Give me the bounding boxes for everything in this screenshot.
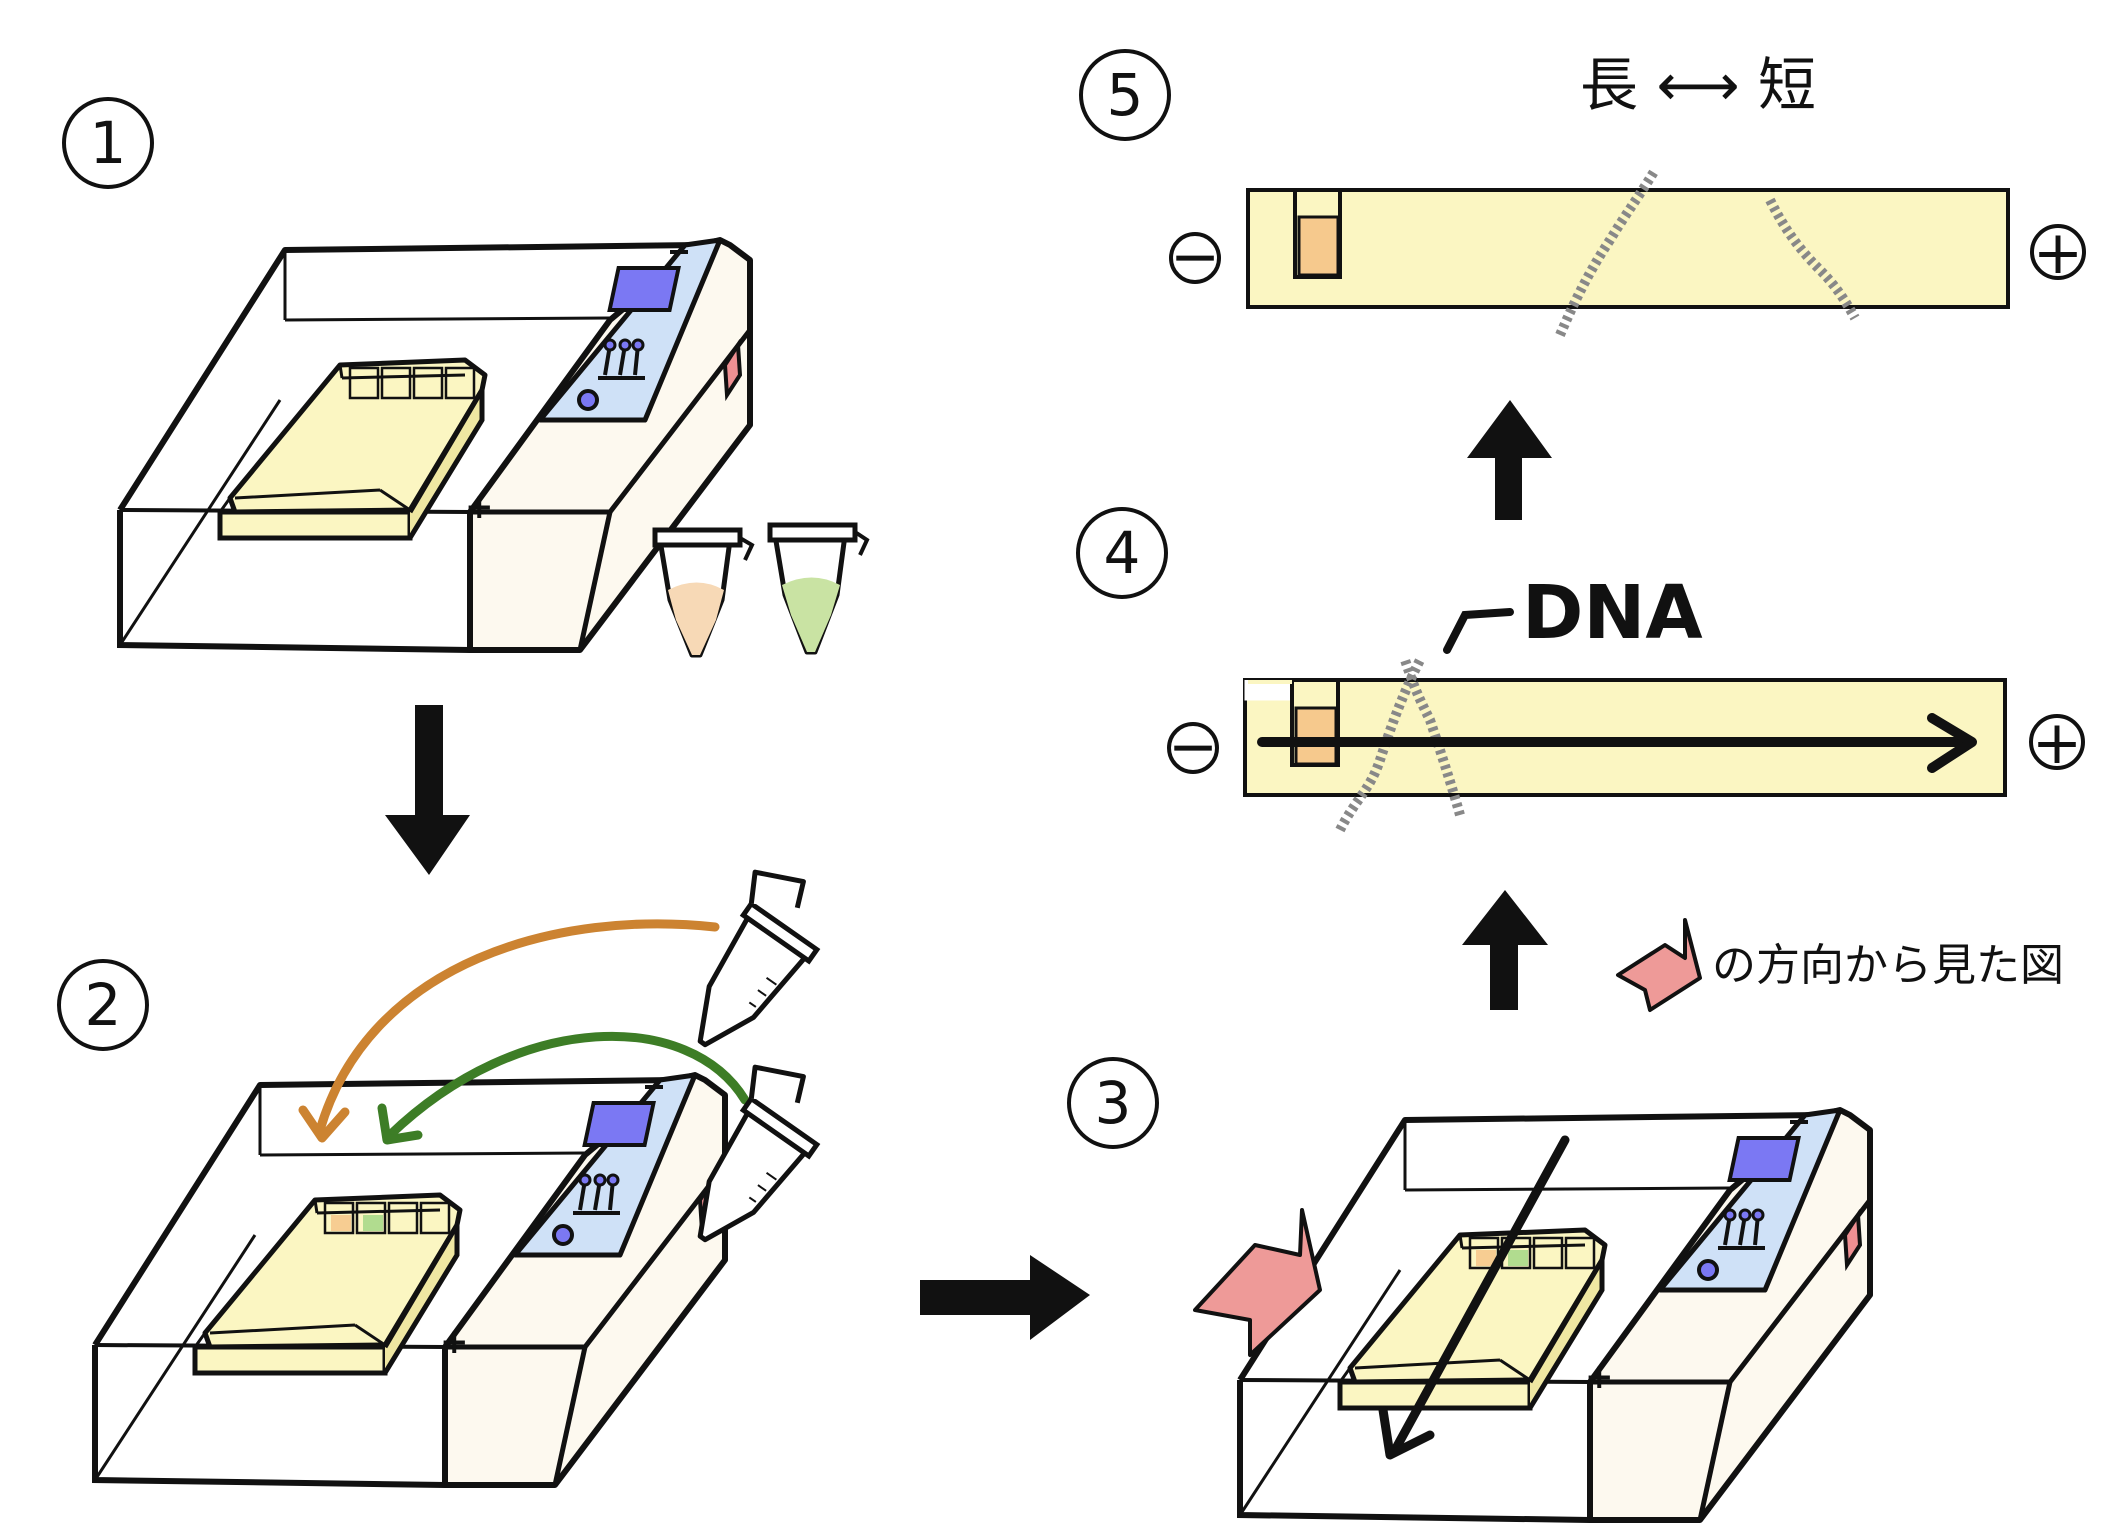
- dna-band-long: [1555, 167, 1660, 337]
- caption-direction: の方向から見た図: [1712, 940, 2064, 991]
- device-step-3: +: [1240, 1110, 1870, 1520]
- step-1-number: 1: [90, 109, 127, 177]
- dna-band-short: [1765, 197, 1860, 321]
- device-step-2: +: [95, 1075, 725, 1485]
- step-3-number: 3: [1095, 1069, 1132, 1137]
- step-4-number: 4: [1104, 519, 1141, 587]
- caption-pink-arrow: [1616, 918, 1702, 1012]
- dna-label-leader: [1443, 608, 1514, 654]
- minus-terminal-top: [1169, 232, 1221, 284]
- step-2-number: 2: [85, 971, 122, 1039]
- migration-arrow: [1390, 1135, 1570, 1455]
- device-plus-terminal-1: +: [465, 487, 494, 527]
- step-5: 5 長 ⟷ 短 − +: [1079, 49, 2086, 337]
- step-3-circle: [1067, 1057, 1159, 1149]
- well-top: [1297, 215, 1340, 277]
- arrow-up-3-to-4: [1462, 890, 1548, 1010]
- plus-label-top: +: [2033, 218, 2083, 288]
- step-1-circle: [62, 97, 154, 189]
- empty-tube-1: [697, 869, 821, 1048]
- caption-group: の方向から見た図: [1616, 918, 2064, 1012]
- step-4: 4 − + DNA: [1076, 507, 2085, 833]
- sample-tube-orange: [652, 527, 755, 658]
- arrow-down-1-to-2: [385, 705, 470, 875]
- length-direction-title: 長 ⟷ 短: [1580, 51, 1816, 119]
- step-3: 3 +: [1067, 1057, 1870, 1520]
- sample-tube-green: [767, 522, 870, 655]
- empty-tube-2: [697, 1064, 821, 1243]
- pipette-arrow-green: [385, 1031, 750, 1140]
- step-4-circle: [1076, 507, 1168, 599]
- device-plus-terminal-3: +: [1585, 1357, 1614, 1397]
- arrow-right-2-to-3: [920, 1255, 1090, 1340]
- dna-label: DNA: [1522, 570, 1703, 656]
- view-direction-arrow: [1193, 1208, 1322, 1357]
- arrow-up-4-to-5: [1467, 400, 1552, 520]
- dna-strand-2: [1400, 658, 1465, 817]
- step-5-circle: [1079, 49, 1171, 141]
- plus-terminal-top: [2030, 224, 2086, 280]
- pipette-arrow-orange: [315, 919, 720, 1135]
- step-2-circle: [57, 959, 149, 1051]
- plus-terminal-bottom: [2029, 714, 2085, 770]
- step-5-number: 5: [1107, 61, 1144, 129]
- gel-side-view-top: [1246, 188, 2010, 309]
- step-1: 1 +: [62, 97, 870, 658]
- plus-label-bottom: +: [2032, 708, 2082, 778]
- device-step-1: +: [120, 240, 750, 650]
- step-2: 2 +: [57, 869, 821, 1485]
- dna-strand-1: [1335, 657, 1425, 833]
- minus-terminal-bottom: [1167, 722, 1219, 774]
- minus-label-top: −: [1170, 222, 1220, 292]
- well-bottom: [1294, 706, 1338, 766]
- device-plus-terminal-2: +: [440, 1322, 469, 1362]
- minus-label-bottom: −: [1168, 712, 1218, 782]
